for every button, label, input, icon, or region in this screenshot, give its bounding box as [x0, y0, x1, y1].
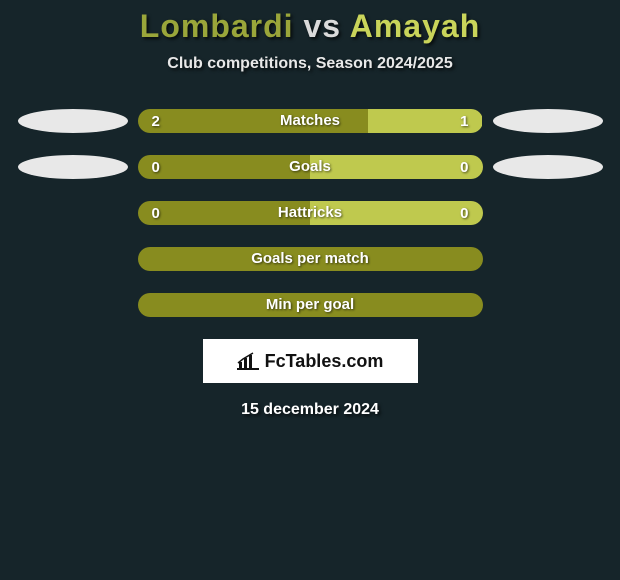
- chart-icon: [237, 352, 259, 370]
- stat-row: 00Goals: [0, 155, 620, 179]
- bar-left-segment: [138, 247, 483, 271]
- spacer: [493, 201, 603, 225]
- spacer: [18, 293, 128, 317]
- left-value: 0: [152, 159, 160, 176]
- stat-bar: 00Goals: [138, 155, 483, 179]
- right-value: 1: [460, 113, 468, 130]
- right-value: 0: [460, 159, 468, 176]
- bar-left-segment: 2: [138, 109, 368, 133]
- spacer: [18, 201, 128, 225]
- player1-marker: [18, 109, 128, 133]
- player2-name: Amayah: [350, 8, 481, 44]
- stat-row: Goals per match: [0, 247, 620, 271]
- player1-marker: [18, 155, 128, 179]
- subtitle: Club competitions, Season 2024/2025: [0, 55, 620, 73]
- date-label: 15 december 2024: [0, 401, 620, 419]
- stat-row: 00Hattricks: [0, 201, 620, 225]
- spacer: [18, 247, 128, 271]
- spacer: [493, 293, 603, 317]
- source-text: FcTables.com: [265, 351, 384, 372]
- bar-left-segment: [138, 293, 483, 317]
- left-value: 2: [152, 113, 160, 130]
- right-value: 0: [460, 205, 468, 222]
- stat-bar: Min per goal: [138, 293, 483, 317]
- vs-label: vs: [303, 8, 341, 44]
- stat-row: Min per goal: [0, 293, 620, 317]
- comparison-card: Lombardi vs Amayah Club competitions, Se…: [0, 0, 620, 419]
- spacer: [493, 247, 603, 271]
- stat-row: 21Matches: [0, 109, 620, 133]
- player2-marker: [493, 155, 603, 179]
- source-badge: FcTables.com: [203, 339, 418, 383]
- player1-name: Lombardi: [140, 8, 294, 44]
- bar-right-segment: 0: [310, 201, 483, 225]
- bar-right-segment: 0: [310, 155, 483, 179]
- player2-marker: [493, 109, 603, 133]
- bar-right-segment: 1: [368, 109, 483, 133]
- bar-left-segment: 0: [138, 201, 311, 225]
- title: Lombardi vs Amayah: [0, 8, 620, 45]
- stat-bar: 21Matches: [138, 109, 483, 133]
- left-value: 0: [152, 205, 160, 222]
- stat-bar: Goals per match: [138, 247, 483, 271]
- stat-rows: 21Matches00Goals00HattricksGoals per mat…: [0, 109, 620, 317]
- bar-left-segment: 0: [138, 155, 311, 179]
- stat-bar: 00Hattricks: [138, 201, 483, 225]
